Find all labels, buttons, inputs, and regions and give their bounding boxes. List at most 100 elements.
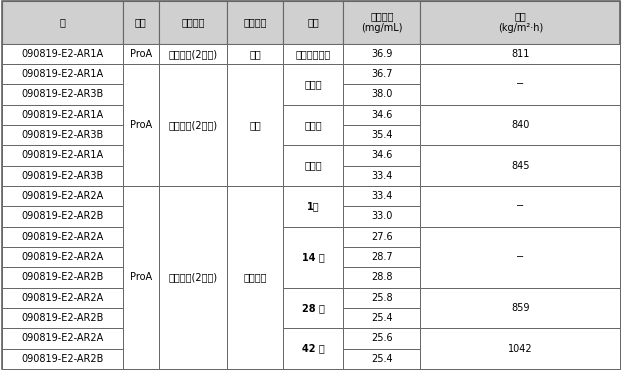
Text: 090819-E2-AR2B: 090819-E2-AR2B [21,211,104,221]
Bar [343,226,420,247]
Bar [2,44,123,64]
Bar [2,349,123,369]
Bar [420,1,620,44]
Text: オープン(2時間): オープン(2時間) [169,49,217,59]
Bar [343,64,420,84]
Text: 34.6: 34.6 [371,110,392,120]
Bar [343,44,420,64]
Text: 1042: 1042 [508,344,532,354]
Bar [283,328,343,369]
Bar [123,1,159,44]
Text: 090819-E2-AR2A: 090819-E2-AR2A [21,191,104,201]
Text: 090819-E2-AR1A: 090819-E2-AR1A [21,151,104,161]
Bar [420,105,620,145]
Text: 28.7: 28.7 [371,252,392,262]
Text: 38.0: 38.0 [371,90,392,100]
Text: 090819-E2-AR2A: 090819-E2-AR2A [21,333,104,343]
Text: 25.8: 25.8 [371,293,392,303]
Bar [159,64,227,186]
Bar [2,328,123,349]
Bar [343,206,420,226]
Bar [2,206,123,226]
Text: 35.4: 35.4 [371,130,392,140]
Bar [2,287,123,308]
Bar [2,125,123,145]
Text: オープン(2時間): オープン(2時間) [169,272,217,282]
Text: オープン(2時間): オープン(2時間) [169,120,217,130]
Text: 膜: 膜 [60,17,65,27]
Bar [420,226,620,287]
Text: 811: 811 [511,49,529,59]
Text: −: − [516,201,524,211]
Text: 33.0: 33.0 [371,211,392,221]
Text: 859: 859 [511,303,529,313]
Text: 090819-E2-AR2A: 090819-E2-AR2A [21,232,104,242]
Bar [343,166,420,186]
Bar [2,1,123,44]
Text: 種類: 種類 [135,17,147,27]
Bar [420,64,620,105]
Bar [2,166,123,186]
Bar [343,84,420,105]
Text: 27.6: 27.6 [371,232,392,242]
Text: １４日: １４日 [304,79,322,89]
Bar [343,186,420,206]
Text: 36.9: 36.9 [371,49,392,59]
Bar [123,186,159,369]
Text: 42 日: 42 日 [302,344,325,354]
Bar [2,186,123,206]
Text: 流束
(kg/m²·h): 流束 (kg/m²·h) [498,11,543,33]
Bar [343,287,420,308]
Bar [343,145,420,166]
Bar [283,44,343,64]
Text: 28.8: 28.8 [371,272,392,282]
Bar [343,105,420,125]
Bar [283,1,343,44]
Text: 36.7: 36.7 [371,69,392,79]
Bar [2,145,123,166]
Bar [2,84,123,105]
Bar [343,328,420,349]
Bar [2,226,123,247]
Text: 090819-E2-AR3B: 090819-E2-AR3B [21,171,104,181]
Bar [227,64,283,186]
Text: 1日: 1日 [307,201,320,211]
Text: 室温: 室温 [249,120,261,130]
Bar [283,226,343,287]
Text: 090819-E2-AR2A: 090819-E2-AR2A [21,252,104,262]
Text: 845: 845 [511,161,529,171]
Bar [420,186,620,226]
Bar [283,186,343,226]
Text: 090819-E2-AR2B: 090819-E2-AR2B [21,313,104,323]
Bar [2,267,123,287]
Bar [227,44,283,64]
Bar [123,44,159,64]
Text: 25.4: 25.4 [371,313,392,323]
Bar [2,105,123,125]
Text: 090819-E2-AR1A: 090819-E2-AR1A [21,110,104,120]
Text: 結合容量
(mg/mL): 結合容量 (mg/mL) [361,11,402,33]
Bar [227,1,283,44]
Bar [420,145,620,186]
Bar [420,287,620,328]
Bar [343,1,420,44]
Text: 25.6: 25.6 [371,333,392,343]
Text: 乾燥条件: 乾燥条件 [181,17,205,27]
Bar [283,145,343,186]
Text: ProA: ProA [130,49,152,59]
Text: 090819-E2-AR3B: 090819-E2-AR3B [21,90,104,100]
Text: 25.4: 25.4 [371,354,392,364]
Bar [283,105,343,145]
Text: 谯蔵条件: 谯蔵条件 [243,17,267,27]
Bar [283,287,343,328]
Bar [2,64,123,84]
Text: 090819-E2-AR2A: 090819-E2-AR2A [21,293,104,303]
Text: 090819-E2-AR1A: 090819-E2-AR1A [21,49,104,59]
Bar [2,308,123,328]
Text: 室温: 室温 [249,49,261,59]
Text: ベースライン: ベースライン [295,49,331,59]
Text: ProA: ProA [130,272,152,282]
Bar [343,308,420,328]
Text: 090819-E2-AR3B: 090819-E2-AR3B [21,130,104,140]
Bar [227,186,283,369]
